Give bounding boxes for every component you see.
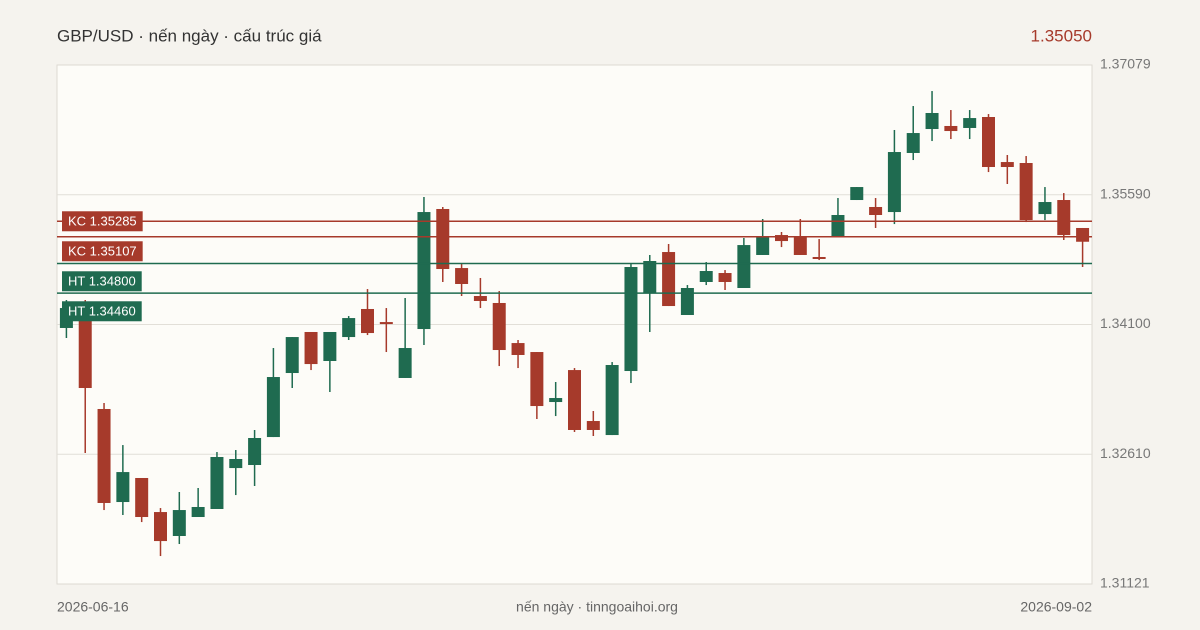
candle-body [624, 267, 638, 372]
candle-body [361, 308, 374, 334]
candle-body [812, 256, 826, 259]
candle-body [718, 273, 732, 282]
candle-body [586, 421, 600, 430]
footer: nến ngày · tinngoaihoi.org [516, 599, 678, 615]
candle-body [775, 235, 788, 242]
y-tick-label: 1.32610 [1100, 445, 1151, 461]
candle-body [379, 322, 393, 325]
candle-body [417, 212, 431, 330]
candle-body [323, 331, 337, 361]
candle-body [831, 215, 845, 238]
candle-body [191, 506, 205, 518]
candle-body [1019, 162, 1033, 221]
candle-body [266, 377, 280, 438]
candle-body [1057, 200, 1071, 236]
level-label-bg [62, 241, 143, 262]
candle-body [78, 304, 92, 389]
candle-body [549, 398, 563, 403]
candle-body [887, 152, 901, 213]
candle-body [455, 268, 469, 284]
candle-body [1076, 227, 1090, 242]
chart-title: GBP/USD · nến ngày · cấu trúc giá [57, 26, 322, 45]
last-price: 1.35050 [1031, 26, 1092, 45]
candle-body [944, 125, 958, 132]
candle-body [511, 343, 525, 355]
candle-body [116, 472, 130, 503]
candle-body [229, 458, 243, 469]
candle-body [530, 352, 544, 407]
candle-body [342, 318, 356, 338]
candle-body [643, 260, 657, 294]
candle-body [135, 477, 149, 518]
candle-body [680, 288, 694, 316]
y-tick-label: 1.37079 [1100, 56, 1151, 72]
x-tick-label: 2026-06-16 [57, 599, 129, 615]
candle-body [869, 206, 883, 216]
candle-body [97, 408, 111, 503]
candle-body [436, 208, 450, 270]
level-label-bg [62, 271, 142, 292]
candle-body [154, 512, 167, 542]
y-tick-label: 1.34100 [1100, 315, 1151, 331]
candle-body [662, 252, 676, 307]
x-tick-label: 2026-09-02 [1020, 599, 1092, 615]
candle-body [304, 331, 318, 365]
candle-body [605, 365, 619, 436]
candle-body [1000, 162, 1014, 168]
candle-body [398, 348, 412, 378]
level-label-bg [62, 211, 143, 232]
candle-body [1038, 202, 1052, 215]
candle-body [285, 337, 299, 374]
candle-body [982, 117, 995, 168]
candle-body [925, 112, 939, 130]
level-label: HT 1.34800 [68, 274, 136, 289]
candle-body [793, 237, 807, 255]
level-label: HT 1.34460 [68, 304, 136, 319]
y-tick-label: 1.35590 [1100, 185, 1151, 201]
level-label: KC 1.35107 [68, 244, 137, 259]
candle-body [737, 245, 751, 289]
candle-body [492, 302, 506, 351]
candle-body [248, 438, 262, 466]
candle-body [850, 187, 864, 201]
candle-body [210, 456, 224, 509]
candle-body [172, 510, 186, 537]
candle-body [756, 237, 770, 255]
candle-body [906, 133, 920, 153]
candle-body [963, 118, 977, 128]
candle-body [699, 271, 713, 282]
y-tick-label: 1.31121 [1100, 575, 1150, 591]
level-label: KC 1.35285 [68, 214, 137, 229]
level-label-bg [62, 301, 142, 322]
candle-body [473, 296, 487, 301]
candle-body [568, 370, 581, 430]
